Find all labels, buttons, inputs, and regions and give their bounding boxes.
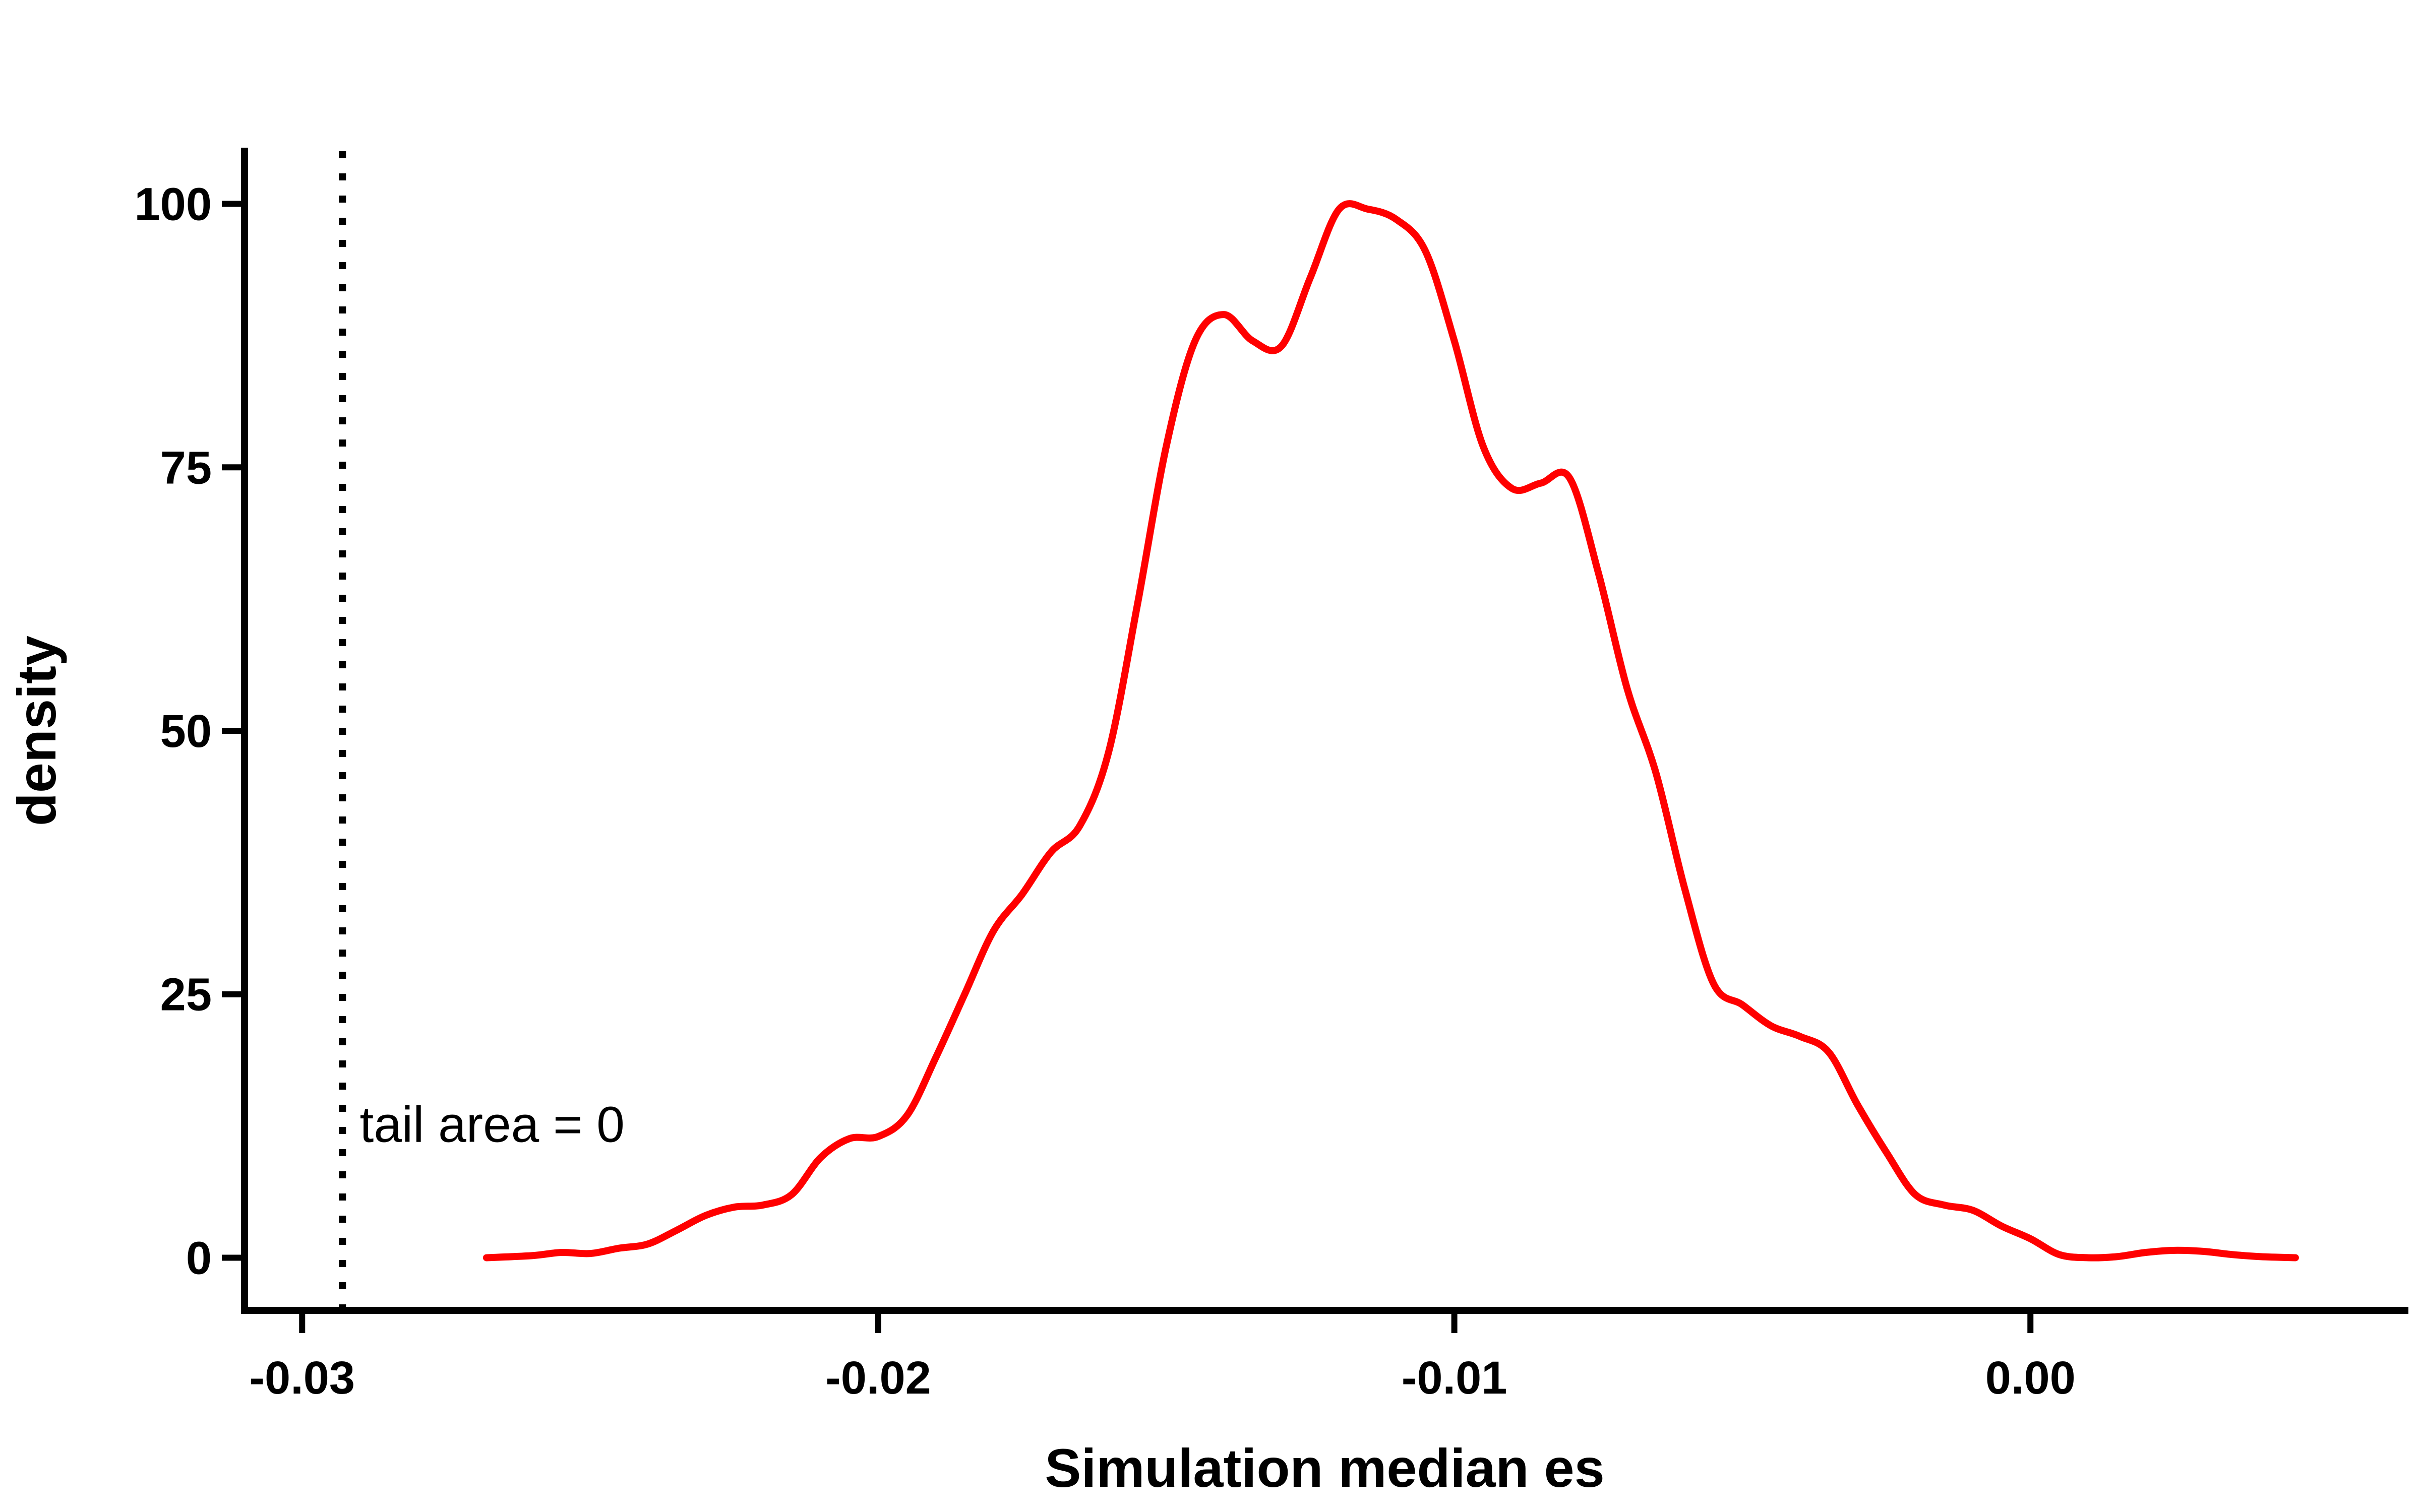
density-curve [482, 200, 2299, 1262]
y-tick-label: 0 [186, 1232, 212, 1284]
y-tick-label: 100 [135, 179, 212, 230]
x-tick-label: -0.03 [249, 1352, 355, 1404]
y-axis-label: density [6, 636, 67, 826]
y-tick-label: 25 [160, 969, 212, 1021]
y-tick-label: 50 [160, 706, 212, 757]
x-axis-ticks: -0.03 -0.02 -0.01 0.00 [249, 1310, 2076, 1404]
x-tick-label: -0.02 [825, 1352, 931, 1404]
y-tick-label: 75 [160, 442, 212, 493]
x-tick-label: 0.00 [1985, 1352, 2076, 1404]
tail-area-annotation: tail area = 0 [360, 1096, 625, 1153]
y-axis-ticks: 0 25 50 75 100 [135, 179, 245, 1284]
x-tick-label: -0.01 [1402, 1352, 1507, 1404]
x-axis-label: Simulation median es [1045, 1437, 1604, 1498]
